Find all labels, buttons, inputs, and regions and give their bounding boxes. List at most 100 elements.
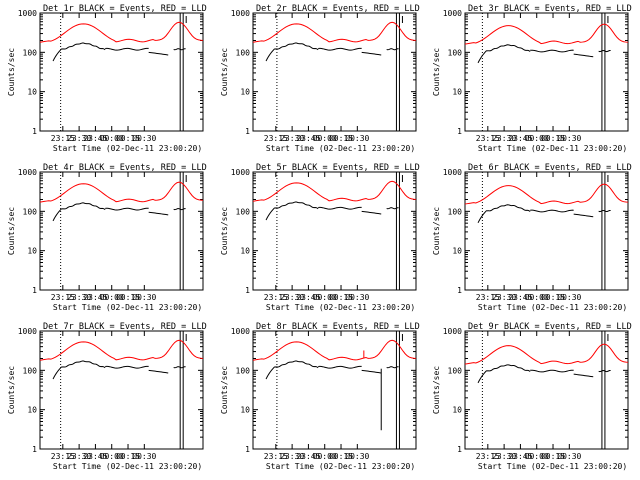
x-tick-label: 00:15 xyxy=(541,293,565,302)
y-tick-label: 1000 xyxy=(231,168,250,177)
events-series-line xyxy=(318,206,362,210)
y-tick-label: 1 xyxy=(457,127,462,136)
events-series-line xyxy=(573,53,594,58)
events-series-line xyxy=(105,207,149,211)
y-axis-label: Counts/sec xyxy=(432,207,441,255)
x-tick-label: 23:15 xyxy=(264,293,288,302)
x-tick-label: 00:15 xyxy=(329,134,353,143)
x-tick-label: 00:30 xyxy=(132,134,156,143)
y-tick-label: 10 xyxy=(240,406,250,415)
x-tick-label: 00:30 xyxy=(345,293,369,302)
x-tick-label: 23:45 xyxy=(508,134,532,143)
y-tick-label: 1 xyxy=(245,286,250,295)
x-axis-label: Start Time (02-Dec-11 23:00:20) xyxy=(53,144,202,153)
y-tick-label: 1 xyxy=(245,445,250,454)
x-tick-label: 23:45 xyxy=(296,293,320,302)
x-tick-label: 00:15 xyxy=(329,452,353,461)
lld-series-line xyxy=(39,21,204,43)
x-axis-label: Start Time (02-Dec-11 23:00:20) xyxy=(478,144,627,153)
x-axis-label: Start Time (02-Dec-11 23:00:20) xyxy=(53,462,202,471)
events-series-line xyxy=(148,51,169,56)
y-tick-label: 1000 xyxy=(443,327,462,336)
y-tick-label: 1 xyxy=(457,286,462,295)
events-series-line xyxy=(530,369,574,373)
events-series-line xyxy=(386,207,399,210)
x-tick-label: 23:15 xyxy=(264,452,288,461)
events-series-line xyxy=(573,213,594,218)
x-tick-label: 23:45 xyxy=(508,452,532,461)
lld-series-line xyxy=(252,180,417,202)
x-tick-label: 00:00 xyxy=(100,452,124,461)
events-series-line xyxy=(477,370,488,384)
lld-series-line xyxy=(464,183,629,205)
x-tick-label: 23:30 xyxy=(67,293,91,302)
x-tick-label: 23:45 xyxy=(83,134,107,143)
events-series-line xyxy=(61,360,106,369)
events-series-line xyxy=(598,209,611,213)
x-axis-label: Start Time (02-Dec-11 23:00:20) xyxy=(478,462,627,471)
y-tick-label: 100 xyxy=(236,366,251,375)
x-tick-label: 00:00 xyxy=(313,452,337,461)
lld-series-line xyxy=(464,343,629,365)
x-tick-label: 23:15 xyxy=(476,293,500,302)
panel-7: Det 7r BLACK = Events, RED = LLD 1 10 100 10… xyxy=(7,322,207,471)
x-tick-label: 23:45 xyxy=(508,293,532,302)
x-tick-label: 00:00 xyxy=(525,134,549,143)
lld-series-line xyxy=(252,339,417,361)
panel-8: Det 8r BLACK = Events, RED = LLD 1 10 100 10… xyxy=(220,322,420,471)
y-tick-label: 1000 xyxy=(18,9,37,18)
plot-frame xyxy=(39,171,204,291)
plot-frame xyxy=(39,12,204,132)
y-axis-label: Counts/sec xyxy=(220,48,229,96)
y-tick-label: 10 xyxy=(452,247,462,256)
x-tick-label: 23:30 xyxy=(280,134,304,143)
events-series-line xyxy=(386,48,399,51)
x-axis-label: Start Time (02-Dec-11 23:00:20) xyxy=(478,303,627,312)
x-tick-label: 00:00 xyxy=(525,293,549,302)
plot-frame xyxy=(252,12,417,132)
events-series-line xyxy=(61,42,106,51)
panel-9: Det 9r BLACK = Events, RED = LLD 1 10 100 10… xyxy=(432,322,632,471)
x-axis-label: Start Time (02-Dec-11 23:00:20) xyxy=(266,144,415,153)
x-tick-label: 23:30 xyxy=(492,293,516,302)
events-series-line xyxy=(318,365,362,369)
x-tick-label: 23:15 xyxy=(51,293,75,302)
y-tick-label: 1 xyxy=(32,445,37,454)
x-tick-label: 00:30 xyxy=(557,134,581,143)
events-series-line xyxy=(361,51,382,56)
y-tick-label: 100 xyxy=(448,207,463,216)
panel-title: Det 9r BLACK = Events, RED = LLD xyxy=(468,322,632,332)
panel-title: Det 2r BLACK = Events, RED = LLD xyxy=(256,4,420,14)
events-series-line xyxy=(486,364,531,372)
lld-series-line xyxy=(464,23,629,45)
y-axis-label: Counts/sec xyxy=(7,366,16,414)
events-series-line xyxy=(274,42,319,51)
y-tick-label: 10 xyxy=(27,88,37,97)
x-tick-label: 23:15 xyxy=(51,452,75,461)
x-tick-label: 00:30 xyxy=(345,134,369,143)
x-tick-label: 23:45 xyxy=(296,452,320,461)
y-tick-label: 10 xyxy=(240,247,250,256)
events-series-line xyxy=(477,210,488,224)
y-tick-label: 1000 xyxy=(231,9,250,18)
y-tick-label: 100 xyxy=(23,48,38,57)
events-series-line xyxy=(274,201,319,210)
y-tick-label: 1000 xyxy=(231,327,250,336)
plot-frame xyxy=(464,330,629,450)
events-series-line xyxy=(265,48,276,62)
y-tick-label: 1 xyxy=(32,286,37,295)
panel-title: Det 6r BLACK = Events, RED = LLD xyxy=(468,163,632,173)
plot-frame xyxy=(252,171,417,291)
x-tick-label: 00:15 xyxy=(541,452,565,461)
lld-series-line xyxy=(39,181,204,203)
y-tick-label: 1 xyxy=(457,445,462,454)
x-tick-label: 23:30 xyxy=(492,452,516,461)
events-series-line xyxy=(52,366,63,380)
events-series-line xyxy=(173,48,186,51)
x-tick-label: 00:30 xyxy=(557,452,581,461)
x-tick-label: 23:30 xyxy=(67,134,91,143)
lld-series-line xyxy=(39,339,204,361)
events-series-line xyxy=(105,365,149,369)
y-axis-label: Counts/sec xyxy=(220,207,229,255)
y-tick-label: 1000 xyxy=(18,327,37,336)
